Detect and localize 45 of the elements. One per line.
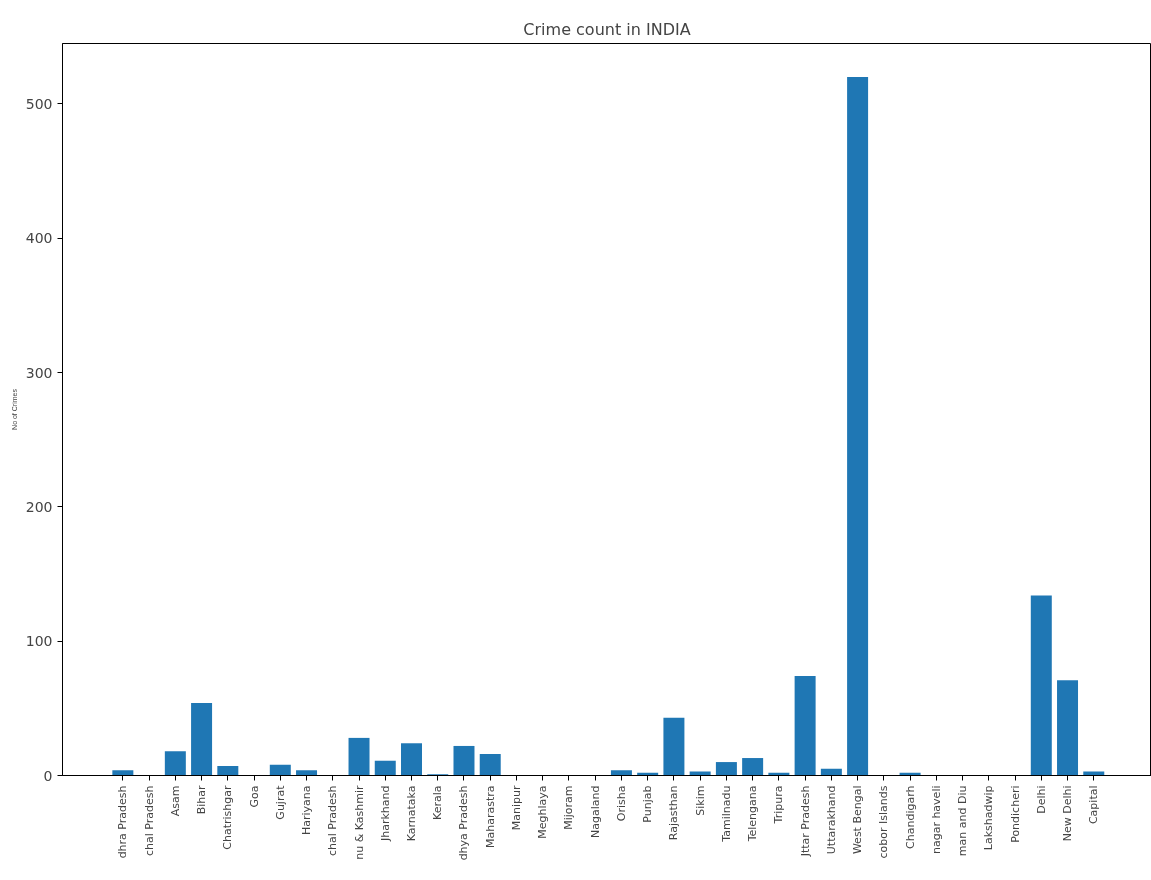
x-tick-label: Jttar Pradesh [798, 785, 812, 858]
x-tick-label: Asam [168, 785, 182, 817]
x-tick-label: Rajasthan [667, 785, 681, 841]
x-tick-label: Meghlaya [536, 785, 550, 839]
x-tick-label: Kerala [431, 785, 445, 820]
x-tick-label: Orisha [614, 785, 628, 822]
x-tick-label: Delhi [1034, 785, 1048, 814]
x-tick-label: dhya Pradesh [457, 785, 471, 861]
x-tick-label: chal Pradesh [142, 785, 156, 856]
x-tick-label: nagar haveli [929, 785, 943, 855]
x-tick-label: Tamilnadu [719, 785, 733, 843]
x-tick-label: Chatrishgar [221, 785, 235, 850]
y-tick-label: 0 [43, 767, 53, 784]
chart-title: Crime count in INDIA [523, 19, 691, 39]
x-tick-label: West Bengal [851, 785, 865, 855]
x-tick-label: Mijoram [562, 785, 576, 830]
y-tick-label: 500 [25, 95, 53, 112]
x-tick-label: Manipur [509, 785, 523, 831]
x-tick-label: Pondicheri [1008, 785, 1022, 843]
x-tick-label: Jharkhand [378, 785, 392, 843]
x-tick-label: Gujrat [273, 784, 287, 820]
y-tick-label: 100 [25, 633, 53, 650]
x-tick-label: Tripura [772, 785, 786, 825]
x-tick-label: Punjab [641, 785, 655, 823]
y-tick-label: 200 [25, 498, 53, 515]
x-tick-label: Goa [247, 785, 261, 808]
x-tick-label: Bihar [195, 785, 209, 815]
x-tick-label: dhra Pradesh [116, 785, 130, 859]
x-tick-label: nu & Kashmir [352, 785, 366, 860]
y-tick-label: 400 [25, 230, 53, 247]
x-tick-label: cobor Islands [877, 785, 891, 859]
x-tick-label: Sikim [693, 785, 707, 816]
x-tick-label: Chandigarh [903, 785, 917, 849]
x-tick-label: Uttarakhand [824, 785, 838, 855]
x-tick-label: New Delhi [1061, 785, 1075, 842]
x-tick-label: Nagaland [588, 785, 602, 838]
x-tick-label: Telengana [746, 785, 760, 843]
y-tick-label: 300 [25, 364, 53, 381]
x-tick-label: chal Pradesh [326, 785, 340, 856]
x-tick-label: Hariyana [300, 785, 314, 836]
x-tick-label: Lakshadwip [982, 785, 996, 851]
x-tick-label: Karnataka [405, 785, 419, 842]
x-tick-label: Maharastra [483, 785, 497, 849]
x-tick-label: man and Diu [956, 785, 970, 857]
x-tick-label: Capital [1087, 785, 1101, 825]
